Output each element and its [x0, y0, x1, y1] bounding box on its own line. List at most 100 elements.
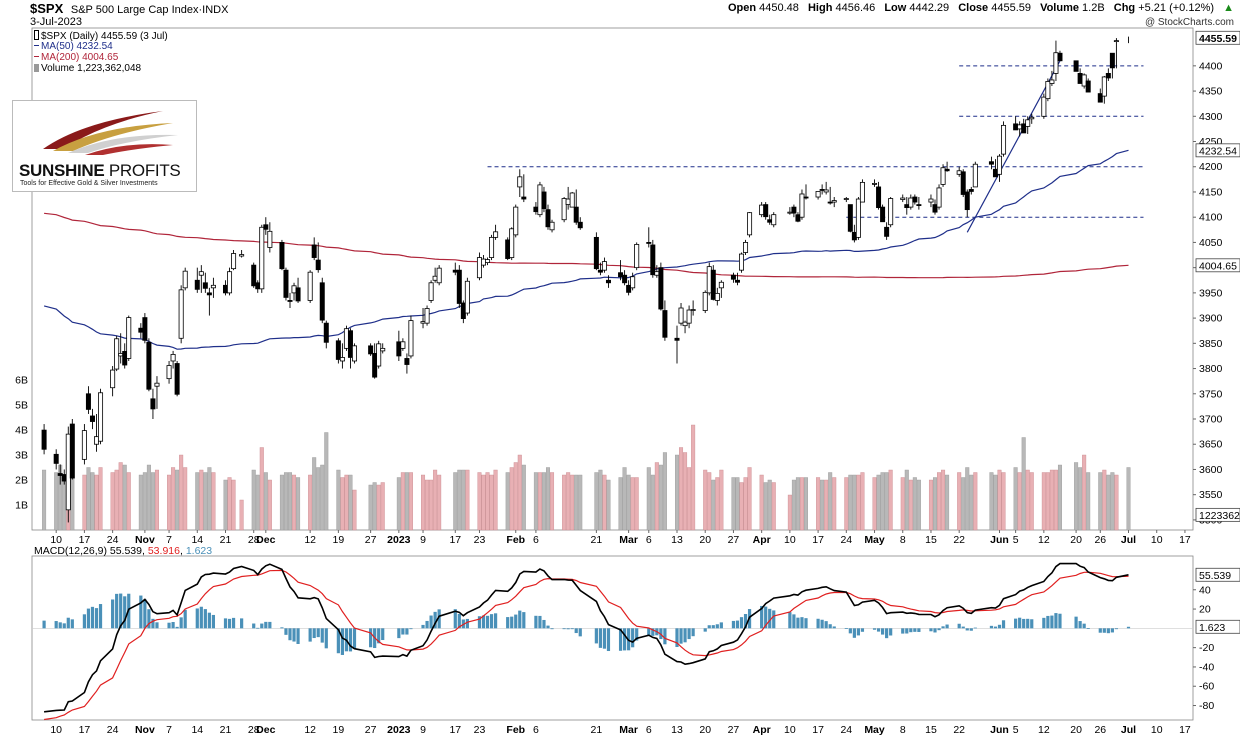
candle: [912, 194, 918, 205]
candle: [194, 267, 200, 293]
macd-histogram-bar: [546, 625, 550, 629]
x-tick-label-price: 23: [474, 534, 486, 546]
macd-histogram-bar: [635, 628, 639, 641]
x-tick-label-price: 7: [166, 534, 172, 546]
candle-body: [549, 221, 555, 231]
x-tick-label-macd: Feb: [506, 724, 525, 736]
candle: [263, 217, 269, 235]
volume-bar: [1086, 472, 1091, 531]
candle: [206, 287, 212, 316]
candle-body: [884, 226, 890, 237]
volume-bar: [150, 472, 155, 531]
candle: [521, 174, 527, 203]
candle-body: [126, 317, 132, 359]
macd-histogram-bar: [743, 614, 748, 629]
macd-histogram-bar: [961, 626, 965, 629]
macd-histogram-bar: [816, 618, 820, 629]
macd-histogram-bar: [457, 613, 461, 629]
x-tick-label-macd: 2023: [387, 724, 411, 736]
candle: [339, 343, 345, 369]
candle: [622, 270, 628, 286]
x-tick-label-price: 8: [900, 534, 906, 546]
candle: [315, 242, 321, 273]
candle-body: [122, 350, 128, 366]
candle: [114, 335, 120, 372]
candle: [908, 194, 914, 210]
macd-histogram-bar: [574, 628, 578, 634]
macd-histogram-bar: [151, 618, 155, 629]
macd-histogram-bar: [167, 622, 171, 629]
volume-bar: [429, 479, 434, 531]
candle: [222, 280, 228, 296]
candle-body: [904, 204, 910, 209]
x-tick-label-price: 17: [812, 534, 824, 546]
candle-body: [174, 363, 180, 395]
candle-body: [1049, 79, 1055, 84]
candle: [1109, 52, 1115, 79]
candle-body: [178, 289, 184, 339]
candle: [476, 252, 482, 281]
macd-histogram-bar: [832, 626, 836, 629]
candle-body: [654, 271, 660, 276]
x-tick-label-macd: 23: [474, 724, 486, 736]
volume-bar: [691, 424, 696, 531]
candle-body: [480, 258, 486, 266]
candle: [714, 287, 720, 306]
candle: [565, 186, 571, 210]
macd-histogram-bar: [929, 628, 933, 632]
x-tick-label-macd: May: [864, 724, 885, 736]
candle-body: [227, 271, 233, 294]
macd-histogram-bar: [1102, 628, 1106, 633]
volume-bar: [138, 474, 143, 531]
candle-body: [855, 198, 861, 238]
volume-bar: [739, 482, 744, 531]
volume-bar: [1126, 467, 1131, 531]
volume-bar: [662, 452, 667, 531]
macd-histogram-bar: [631, 628, 635, 648]
volume-bar: [626, 474, 631, 531]
y-tick-label: 3550: [1199, 489, 1223, 501]
candle-body: [626, 284, 632, 293]
volume-bar: [562, 474, 567, 531]
macd-badge: [1195, 567, 1240, 582]
candle-body: [932, 204, 938, 213]
candle: [827, 186, 833, 205]
candle: [174, 360, 180, 397]
y-tick-label: 4200: [1199, 161, 1223, 173]
candle-body: [424, 308, 430, 324]
candle-body: [339, 357, 345, 362]
macd-histogram-bar: [788, 612, 792, 629]
candle-body: [702, 291, 708, 311]
x-tick-label-macd: 9: [420, 724, 426, 736]
candle: [428, 280, 434, 303]
macd-histogram-bar: [768, 608, 772, 629]
candle: [1113, 38, 1119, 69]
candle-body: [739, 253, 745, 271]
volume-bar: [82, 474, 87, 531]
candle: [674, 325, 680, 364]
candle-body: [718, 281, 724, 289]
candle: [1105, 68, 1111, 81]
candle: [464, 277, 470, 316]
candle: [843, 197, 849, 203]
volume-bar: [404, 472, 409, 531]
volume-bar: [1110, 472, 1115, 531]
signal-value: 53.916: [147, 545, 180, 557]
macd-histogram-bar: [1018, 617, 1022, 629]
candle: [517, 169, 523, 198]
volume-bar: [735, 477, 740, 531]
volume-bar: [622, 467, 627, 531]
macd-panel-frame: [31, 555, 1194, 721]
volume-bar: [747, 467, 752, 531]
candlesticks: [41, 36, 1129, 523]
candle-body: [714, 292, 720, 301]
volume-bar: [227, 477, 232, 531]
candle: [1029, 113, 1035, 124]
candle: [872, 179, 878, 187]
macd-histogram-bar: [481, 615, 486, 629]
volume-bar: [239, 499, 244, 531]
macd-histogram-bar: [969, 628, 973, 631]
candle: [400, 338, 406, 351]
macd-histogram-bar: [58, 622, 62, 629]
volume-bar: [223, 479, 228, 531]
